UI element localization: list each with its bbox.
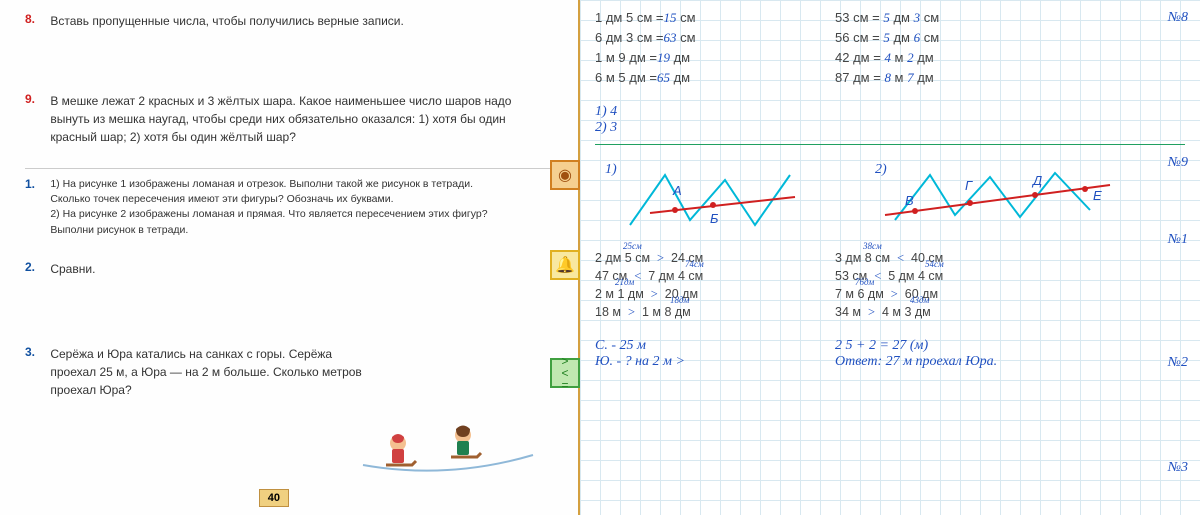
task-8-text: Вставь пропущенные числа, чтобы получили… bbox=[50, 12, 540, 30]
page-number: 40 bbox=[259, 489, 289, 507]
svg-text:Д: Д bbox=[1031, 173, 1042, 188]
task-1-line2: Сколько точек пересечения имеют эти фигу… bbox=[50, 193, 393, 205]
compare-block: 25см2 дм 5 см > 24 см 38см3 дм 8 см < 40… bbox=[595, 251, 1185, 320]
label-n8: №8 bbox=[1168, 10, 1188, 26]
task-9-num: 9. bbox=[25, 92, 47, 106]
label-n3: №3 bbox=[1168, 460, 1188, 476]
conv-row-2: 1 м 9 дм =19 дм 42 дм = 4 м 2 дм bbox=[595, 50, 1185, 66]
task-1-body: 1) На рисунке 1 изображены ломаная и отр… bbox=[50, 177, 540, 238]
svg-text:В: В bbox=[905, 193, 914, 208]
spiral-icon: ◉ bbox=[550, 160, 580, 190]
conv-row-0: 1 дм 5 см =15 см 53 см = 5 дм 3 см bbox=[595, 10, 1185, 26]
task-8: 8. Вставь пропущенные числа, чтобы получ… bbox=[25, 12, 558, 30]
task-1-num: 1. bbox=[25, 177, 47, 191]
comp-row-0: 25см2 дм 5 см > 24 см 38см3 дм 8 см < 40… bbox=[595, 251, 1185, 266]
answer-9a: 1) 4 bbox=[595, 104, 1185, 120]
answer-3: С. - 25 м Ю. - ? на 2 м > 2 5 + 2 = 27 (… bbox=[595, 338, 1185, 370]
bell-icon: 🔔 bbox=[550, 250, 580, 280]
task-2-text: Сравни. bbox=[50, 260, 540, 278]
task-1-line3: 2) На рисунке 2 изображены ломаная и пря… bbox=[50, 208, 487, 220]
conversions-block: 1 дм 5 см =15 см 53 см = 5 дм 3 см 6 дм … bbox=[595, 10, 1185, 86]
conv-row-3: 6 м 5 дм =65 дм 87 дм = 8 м 7 дм bbox=[595, 70, 1185, 86]
comp-row-3: 18дм18 м > 1 м 8 дм 43дм34 м > 4 м 3 дм bbox=[595, 305, 1185, 320]
section-divider bbox=[25, 168, 558, 169]
svg-text:А: А bbox=[672, 183, 682, 198]
t3-l1a: С. - 25 м bbox=[595, 338, 835, 354]
svg-text:Е: Е bbox=[1093, 188, 1102, 203]
label-n1: №1 bbox=[1168, 232, 1188, 248]
task-2-num: 2. bbox=[25, 260, 47, 274]
t3-l2b: Ответ: 27 м проехал Юра. bbox=[835, 354, 997, 370]
textbook-left-page: 8. Вставь пропущенные числа, чтобы получ… bbox=[0, 0, 580, 515]
conv-row-1: 6 дм 3 см =63 см 56 см = 5 дм 6 см bbox=[595, 30, 1185, 46]
task-9-text: В мешке лежат 2 красных и 3 жёлтых шара.… bbox=[50, 92, 540, 146]
t3-l1b: 2 5 + 2 = 27 (м) bbox=[835, 338, 997, 354]
answer-9b: 2) 3 bbox=[595, 120, 1185, 136]
task-3: 3. Серёжа и Юра катались на санках с гор… bbox=[25, 345, 558, 399]
answer-9: 1) 4 2) 3 bbox=[595, 104, 1185, 136]
task-3-num: 3. bbox=[25, 345, 47, 359]
svg-text:2): 2) bbox=[875, 162, 887, 177]
task-1-line4: Выполни рисунок в тетради. bbox=[50, 224, 188, 236]
task-9: 9. В мешке лежат 2 красных и 3 жёлтых ша… bbox=[25, 92, 558, 146]
polyline-sketch: 1) А Б 2) В Г Д Е bbox=[595, 155, 1155, 245]
t3-l2a: Ю. - ? на 2 м > bbox=[595, 354, 835, 370]
green-separator bbox=[595, 144, 1185, 145]
comp-row-1: 74см47 см < 7 дм 4 см 54см53 см < 5 дм 4… bbox=[595, 269, 1185, 284]
task-1: 1. 1) На рисунке 1 изображены ломаная и … bbox=[25, 177, 558, 238]
label-n9: №9 bbox=[1168, 155, 1188, 171]
task-8-num: 8. bbox=[25, 12, 47, 26]
notebook-right-page: №8 №9 №1 №2 №3 1 дм 5 см =15 см 53 см = … bbox=[580, 0, 1200, 515]
task-3-text: Серёжа и Юра катались на санках с горы. … bbox=[50, 345, 370, 399]
task-2: 2. Сравни. bbox=[25, 260, 558, 278]
svg-text:Б: Б bbox=[710, 211, 719, 226]
compare-icon: ><= bbox=[550, 358, 580, 388]
label-n2: №2 bbox=[1168, 355, 1188, 371]
sledding-illustration bbox=[358, 405, 538, 485]
svg-text:1): 1) bbox=[605, 162, 617, 177]
task-1-line1: 1) На рисунке 1 изображены ломаная и отр… bbox=[50, 178, 473, 190]
svg-text:Г: Г bbox=[965, 178, 973, 193]
